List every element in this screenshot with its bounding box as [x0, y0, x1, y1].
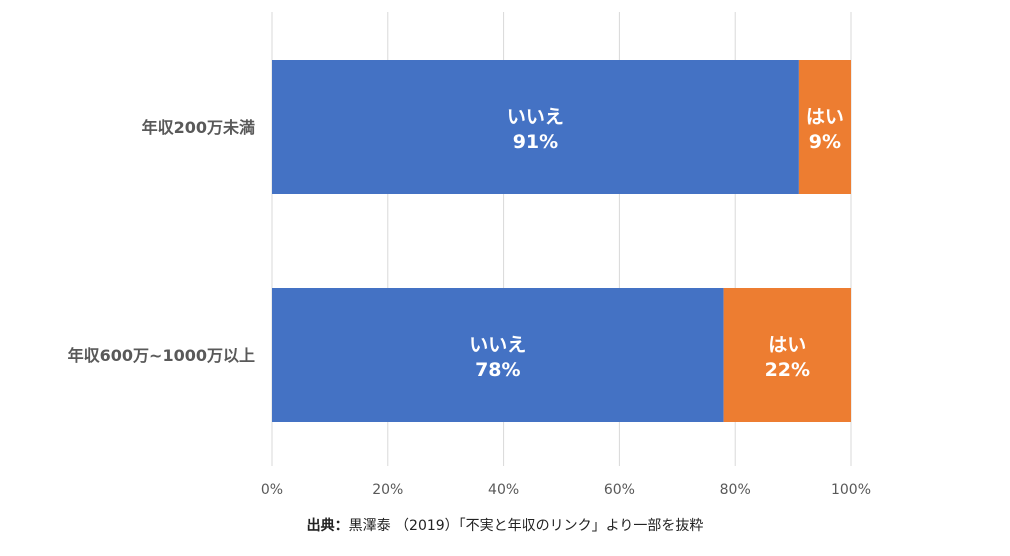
x-tick-label: 80%	[720, 482, 751, 498]
x-tick-label: 100%	[831, 482, 871, 498]
data-label-value: 91%	[513, 131, 558, 153]
bar-segment	[798, 60, 851, 194]
bar-segment	[272, 288, 724, 422]
data-label-series: はい	[806, 106, 844, 128]
source-note: 出典：黒澤泰 （2019）「不実と年収のリンク」より一部を抜粋	[0, 515, 1010, 535]
data-label-value: 22%	[765, 359, 810, 381]
data-label-value: 9%	[809, 131, 841, 153]
data-label-value: 78%	[475, 359, 520, 381]
x-tick-label: 20%	[372, 482, 403, 498]
x-tick-label: 40%	[488, 482, 519, 498]
x-tick-label: 0%	[261, 482, 283, 498]
category-label: 年収200万未満	[142, 118, 255, 137]
bars: いいえ 91% はい 9% いいえ 78% はい 22%	[272, 60, 851, 422]
bar-segment	[272, 60, 799, 194]
category-label: 年収600万~1000万以上	[68, 346, 255, 365]
data-label-series: いいえ	[469, 334, 526, 356]
x-axis-ticks: 0% 20% 40% 60% 80% 100%	[261, 482, 871, 498]
source-prefix: 出典：	[306, 518, 349, 534]
source-text: 黒澤泰 （2019）「不実と年収のリンク」より一部を抜粋	[348, 518, 704, 534]
data-label-series: いいえ	[507, 106, 564, 128]
bar-segment	[723, 288, 851, 422]
x-tick-label: 60%	[604, 482, 635, 498]
data-label-series: はい	[768, 334, 806, 356]
